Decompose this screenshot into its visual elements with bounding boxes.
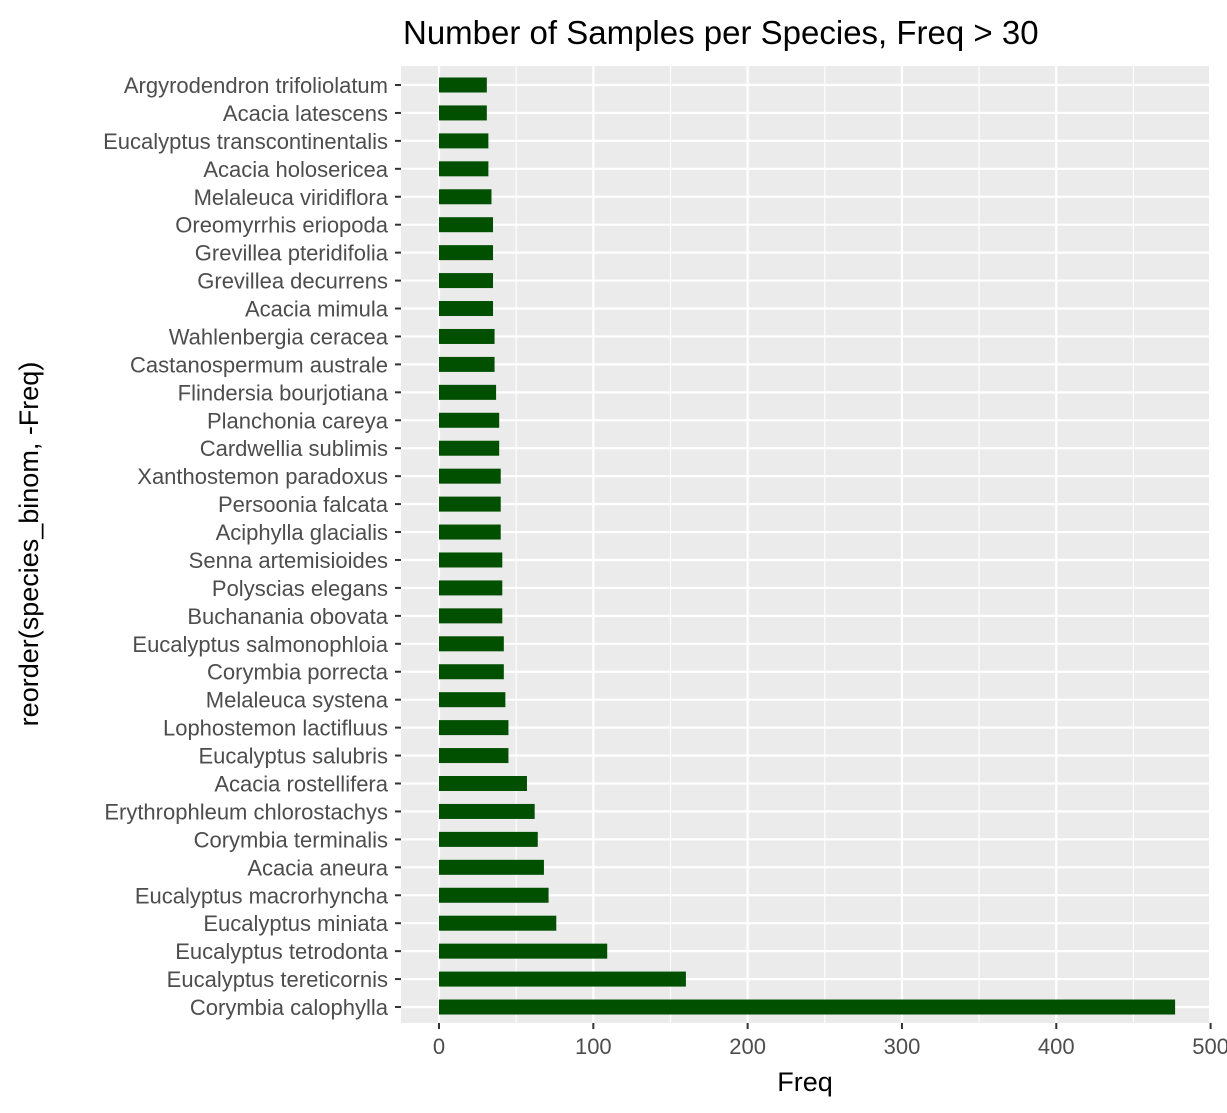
y-tick-label: Cardwellia sublimis [200, 436, 388, 461]
y-tick-label: Acacia aneura [247, 855, 388, 880]
y-tick-label: Senna artemisioides [189, 548, 388, 573]
y-tick-label: Wahlenbergia ceracea [169, 324, 389, 349]
bar [439, 356, 495, 372]
x-axis: 0 100 200 300 400 500 [433, 1023, 1227, 1059]
y-tick-label: Eucalyptus transcontinentalis [103, 129, 388, 154]
y-tick-label: Castanospermum australe [130, 352, 388, 377]
y-tick-label: Acacia holosericea [203, 157, 388, 182]
y-axis-title: reorder(species_binom, -Freq) [14, 362, 44, 727]
y-tick-label: Eucalyptus miniata [203, 911, 388, 936]
y-tick-label: Eucalyptus tetrodonta [175, 939, 389, 964]
x-tick-label: 200 [729, 1034, 766, 1059]
x-axis-title: Freq [777, 1067, 833, 1097]
bar [439, 189, 492, 205]
bar [439, 608, 503, 624]
plot-panel [401, 66, 1209, 1023]
bar [439, 859, 544, 875]
bar [439, 720, 509, 736]
bar [439, 524, 501, 540]
bar [439, 776, 527, 791]
bar [439, 803, 535, 819]
bar [439, 105, 487, 121]
bar [439, 217, 494, 233]
y-axis: Argyrodendron trifoliolatum Acacia latesc… [103, 73, 401, 1020]
bar [439, 692, 506, 708]
y-tick-label: Eucalyptus tereticornis [167, 967, 388, 992]
x-tick-label: 0 [433, 1034, 445, 1059]
bar [439, 915, 557, 931]
y-tick-label: Corymbia terminalis [194, 827, 388, 852]
y-tick-label: Eucalyptus salubris [198, 744, 388, 769]
bar [439, 664, 504, 680]
chart-title: Number of Samples per Species, Freq > 30 [403, 14, 1039, 51]
bar [439, 245, 494, 261]
bar [439, 748, 509, 764]
bar [439, 301, 494, 317]
y-tick-label: Acacia latescens [223, 101, 388, 126]
y-tick-label: Eucalyptus salmonophloia [132, 632, 388, 657]
bar [439, 831, 538, 847]
bar [439, 971, 686, 987]
bars [439, 77, 1176, 1015]
y-tick-label: Lophostemon lactifluus [163, 716, 388, 741]
y-tick-label: Xanthostemon paradoxus [137, 464, 388, 489]
x-tick-label: 400 [1038, 1034, 1075, 1059]
y-tick-label: Erythrophleum chlorostachys [104, 799, 388, 824]
x-tick-label: 100 [575, 1034, 612, 1059]
y-tick-label: Corymbia porrecta [207, 660, 389, 685]
bar [439, 328, 495, 344]
y-tick-label: Corymbia calophylla [190, 995, 389, 1020]
bar [439, 887, 549, 903]
y-tick-label: Aciphylla glacialis [216, 520, 388, 545]
y-tick-label: Argyrodendron trifoliolatum [124, 73, 388, 98]
bar [439, 468, 501, 484]
y-tick-label: Oreomyrrhis eriopoda [175, 213, 389, 238]
y-tick-label: Persoonia falcata [218, 492, 389, 517]
bar [439, 580, 503, 596]
y-tick-label: Grevillea pteridifolia [195, 241, 389, 266]
y-tick-label: Grevillea decurrens [197, 269, 388, 294]
bar [439, 273, 494, 289]
bar [439, 999, 1176, 1015]
x-tick-label: 500 [1192, 1034, 1227, 1059]
bar [439, 77, 487, 93]
y-tick-label: Acacia mimula [245, 297, 389, 322]
y-tick-label: Flindersia bourjotiana [178, 380, 389, 405]
bar [439, 943, 608, 959]
bar [439, 133, 489, 149]
y-tick-label: Melaleuca systena [206, 688, 389, 713]
bar [439, 384, 497, 400]
y-tick-label: Melaleuca viridiflora [194, 185, 389, 210]
y-tick-label: Planchonia careya [207, 408, 389, 433]
x-tick-label: 300 [884, 1034, 921, 1059]
bar [439, 636, 504, 652]
y-tick-label: Polyscias elegans [212, 576, 388, 601]
bar [439, 161, 489, 177]
bar [439, 496, 501, 512]
y-tick-label: Eucalyptus macrorhyncha [135, 883, 389, 908]
bar [439, 440, 500, 456]
bar [439, 412, 500, 428]
bar [439, 552, 503, 568]
y-tick-label: Acacia rostellifera [214, 772, 388, 797]
y-tick-label: Buchanania obovata [187, 604, 388, 629]
